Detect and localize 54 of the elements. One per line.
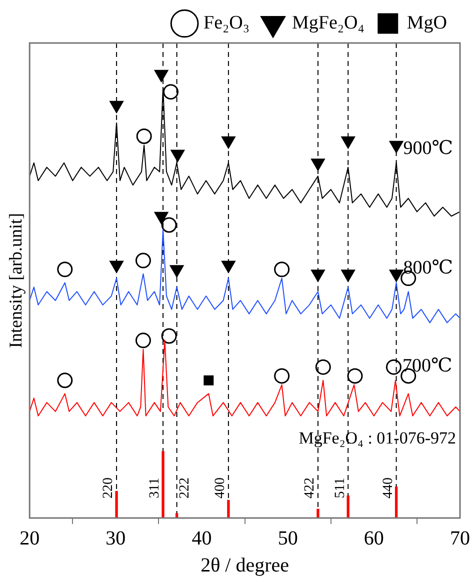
annotation: 440	[380, 478, 396, 498]
point	[274, 368, 290, 384]
point	[135, 332, 151, 348]
point	[274, 262, 290, 278]
point	[110, 100, 124, 113]
x-axis-title: 2θ / degree	[200, 554, 290, 576]
x-tick-label: 30	[106, 527, 126, 550]
bar	[394, 486, 398, 518]
legend-label: MgFe₂O₄	[292, 12, 364, 34]
bar	[162, 451, 164, 518]
point	[311, 158, 325, 171]
annotation: 800℃	[403, 258, 454, 279]
bar	[115, 491, 118, 518]
y-axis-title: Intensity [arb.unit]	[6, 213, 26, 348]
bar	[227, 500, 230, 518]
point	[57, 372, 73, 388]
x-tick-label: 60	[364, 527, 384, 550]
annotation: 311	[148, 478, 163, 498]
annotation: 700℃	[402, 355, 452, 376]
point	[347, 368, 363, 384]
point	[161, 217, 177, 233]
point	[161, 328, 177, 344]
annotation: 400	[213, 478, 228, 498]
point	[154, 212, 168, 224]
x-tick-label: 50	[278, 527, 298, 550]
annotation: 900℃	[403, 138, 454, 159]
x-tick-label: 20	[20, 527, 40, 550]
legend-label: Fe₂O₃	[204, 12, 250, 34]
point	[57, 262, 73, 278]
annotation: 222	[177, 478, 192, 498]
annotation: 511	[332, 478, 348, 498]
point	[315, 359, 331, 375]
x-tick-label: 70	[450, 527, 470, 550]
annotation: 422	[302, 478, 318, 498]
point	[222, 136, 236, 148]
point	[110, 260, 124, 273]
point	[341, 270, 355, 282]
annotation: 220	[101, 478, 116, 498]
point	[170, 150, 184, 162]
x-tick-label: 40	[192, 527, 212, 550]
point	[170, 265, 184, 278]
point	[135, 252, 151, 268]
point	[204, 375, 214, 386]
point	[222, 260, 236, 273]
bar	[346, 495, 350, 518]
point	[311, 270, 325, 282]
legend-label: MgO	[406, 12, 448, 34]
point	[386, 359, 402, 375]
annotation: MgFe₂O₄ : 01-076-972	[298, 428, 456, 448]
point	[389, 270, 404, 282]
point	[389, 140, 404, 153]
point	[341, 136, 355, 148]
point	[154, 70, 168, 82]
bar	[316, 508, 320, 518]
